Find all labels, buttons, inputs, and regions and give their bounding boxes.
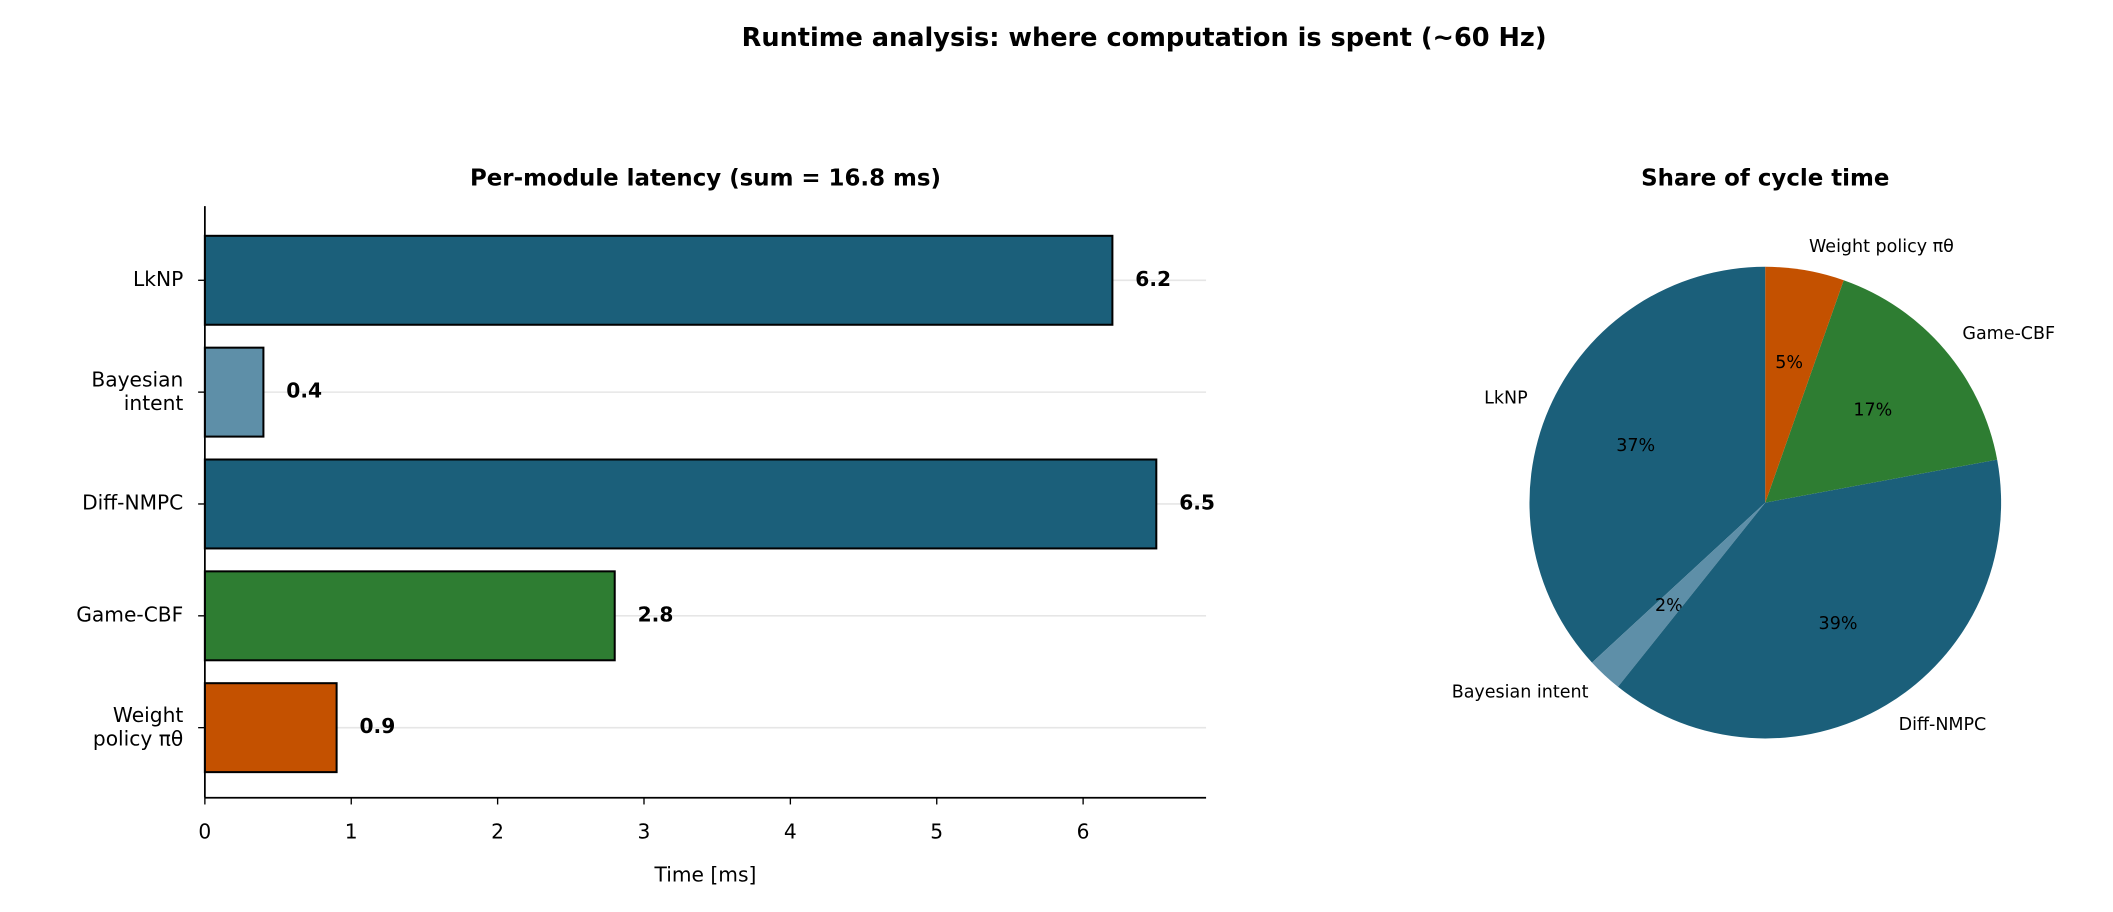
percent-label: 17% bbox=[1853, 401, 1892, 421]
bar bbox=[203, 682, 338, 774]
bar bbox=[203, 570, 616, 662]
value-label: 6.2 bbox=[1135, 267, 1171, 291]
slice-label: Game-CBF bbox=[1962, 324, 2055, 344]
value-label: 0.4 bbox=[286, 379, 322, 403]
slice-label: Weight policy πθ bbox=[1809, 237, 1954, 257]
percent-label: 37% bbox=[1616, 436, 1655, 456]
pie-slice bbox=[1765, 280, 1998, 503]
pie-slice bbox=[1617, 459, 2002, 739]
y-tick-label: LkNP bbox=[133, 267, 183, 291]
percent-label: 39% bbox=[1819, 614, 1858, 634]
x-tick-label: 3 bbox=[638, 819, 651, 843]
bar bbox=[203, 458, 1158, 550]
value-label: 2.8 bbox=[638, 602, 674, 626]
x-tick-label: 4 bbox=[784, 819, 797, 843]
x-tick-label: 0 bbox=[198, 819, 211, 843]
x-tick-label: 5 bbox=[930, 819, 943, 843]
slice-label: LkNP bbox=[1484, 389, 1528, 409]
percent-label: 2% bbox=[1655, 596, 1683, 616]
slice-label: Diff-NMPC bbox=[1899, 715, 1987, 735]
bar bbox=[203, 346, 265, 438]
value-label: 0.9 bbox=[360, 714, 396, 738]
x-tick-label: 1 bbox=[345, 819, 358, 843]
pie-slice bbox=[1765, 266, 1844, 503]
pie-slice bbox=[1592, 502, 1766, 687]
y-tick-label: Game-CBF bbox=[76, 602, 183, 626]
x-tick-label: 6 bbox=[1077, 819, 1090, 843]
figure-title: Runtime analysis: where computation is s… bbox=[742, 23, 1547, 53]
y-tick-label: Bayesian intent bbox=[91, 367, 183, 414]
y-tick-label: Weight policy πθ bbox=[93, 703, 183, 750]
bar bbox=[203, 234, 1114, 326]
x-axis-label: Time [ms] bbox=[654, 862, 757, 886]
x-tick-label: 2 bbox=[491, 819, 504, 843]
value-label: 6.5 bbox=[1179, 490, 1215, 514]
slice-label: Bayesian intent bbox=[1452, 682, 1589, 702]
chart-title: Per-module latency (sum = 16.8 ms) bbox=[470, 166, 941, 192]
pie-slice bbox=[1529, 266, 1766, 663]
chart-title: Share of cycle time bbox=[1641, 166, 1889, 192]
y-tick-label: Diff-NMPC bbox=[82, 490, 183, 514]
percent-label: 5% bbox=[1775, 353, 1803, 373]
